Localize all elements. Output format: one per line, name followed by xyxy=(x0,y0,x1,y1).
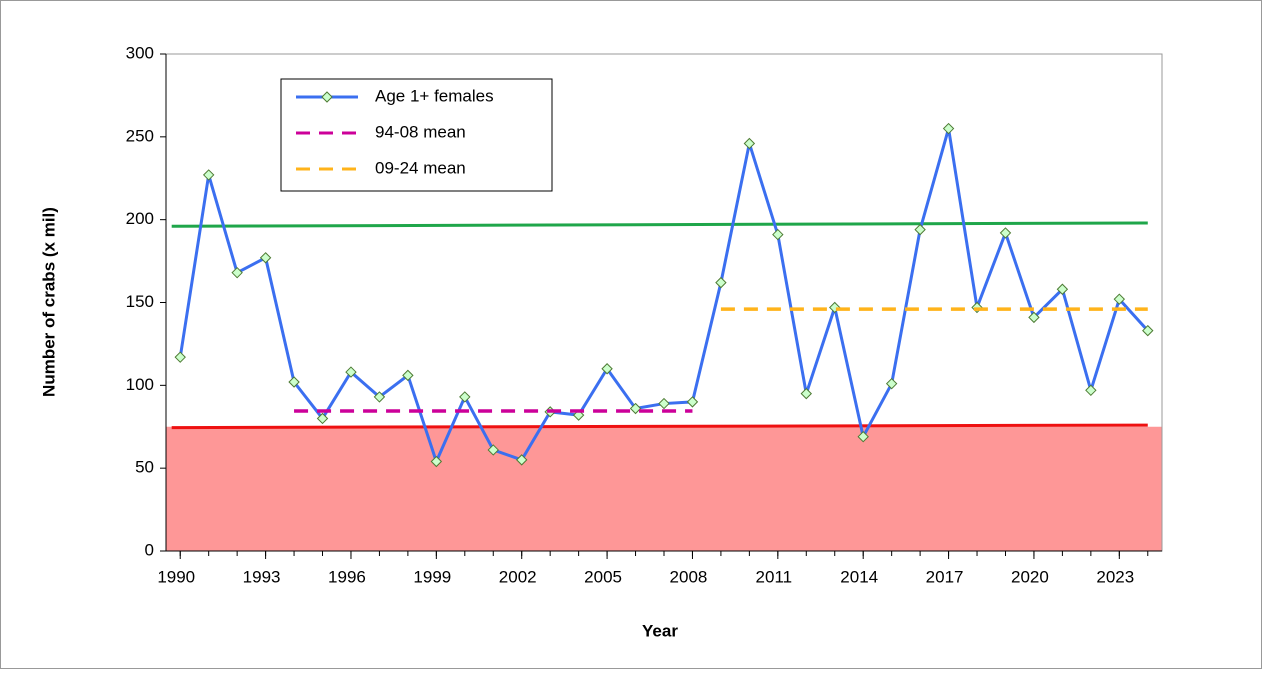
x-tick-label: 2002 xyxy=(499,567,537,586)
data-point xyxy=(231,266,243,279)
data-point xyxy=(829,301,841,314)
data-point xyxy=(259,252,272,264)
data-point xyxy=(516,454,528,466)
legend-label: 94-08 mean xyxy=(375,122,466,141)
y-tick-label: 150 xyxy=(126,292,154,311)
y-tick-label: 300 xyxy=(126,43,154,62)
data-point xyxy=(1085,384,1097,397)
y-tick-label: 0 xyxy=(145,540,154,559)
data-point xyxy=(1142,324,1154,337)
data-point xyxy=(743,137,756,150)
threshold-band xyxy=(166,426,1162,551)
x-axis-label: Year xyxy=(642,621,678,640)
data-point xyxy=(601,363,613,375)
x-tick-label: 2023 xyxy=(1096,567,1134,586)
x-tick-label: 2005 xyxy=(584,567,622,586)
x-tick-label: 2011 xyxy=(756,567,793,586)
x-tick-label: 1996 xyxy=(328,567,366,586)
y-tick-label: 50 xyxy=(135,458,154,477)
data-point xyxy=(1056,283,1069,295)
legend: Age 1+ females 94-08 mean 09-24 mean xyxy=(280,78,553,192)
x-tick-label: 2014 xyxy=(840,567,878,586)
legend-box xyxy=(280,78,553,192)
reference-line xyxy=(171,423,1148,430)
data-point xyxy=(402,369,414,382)
data-point xyxy=(914,223,926,236)
data-point xyxy=(1028,311,1040,324)
x-tick-label: 1999 xyxy=(413,567,451,586)
y-tick-label: 100 xyxy=(126,375,154,394)
data-point xyxy=(942,122,955,135)
data-point xyxy=(715,276,727,289)
data-point xyxy=(345,366,357,378)
x-tick-label: 1993 xyxy=(243,567,281,586)
data-point xyxy=(174,351,186,363)
data-point xyxy=(800,387,812,400)
x-tick-label: 1990 xyxy=(157,567,195,586)
data-point xyxy=(459,391,471,403)
legend-label: 09-24 mean xyxy=(375,158,466,177)
data-point xyxy=(772,228,784,241)
y-tick-label: 200 xyxy=(126,209,154,228)
y-tick-label: 250 xyxy=(126,126,154,145)
x-tick-label: 2020 xyxy=(1011,567,1049,586)
data-point xyxy=(658,397,670,410)
data-point xyxy=(373,391,386,403)
x-tick-label: 2017 xyxy=(926,567,964,586)
data-point xyxy=(1113,293,1126,305)
x-tick-label: 2008 xyxy=(670,567,708,586)
data-point xyxy=(430,455,443,468)
data-point xyxy=(202,169,215,181)
data-point xyxy=(999,227,1012,239)
data-point xyxy=(487,444,499,456)
data-point xyxy=(629,402,642,415)
legend-label: Age 1+ females xyxy=(375,86,494,105)
data-point xyxy=(316,412,329,425)
data-point xyxy=(857,430,869,443)
data-point xyxy=(885,377,898,390)
y-axis-label: Number of crabs (x mil) xyxy=(39,207,58,397)
data-point xyxy=(686,396,699,408)
data-point xyxy=(288,376,300,388)
reference-line xyxy=(171,221,1148,228)
legend-marker xyxy=(321,91,333,103)
